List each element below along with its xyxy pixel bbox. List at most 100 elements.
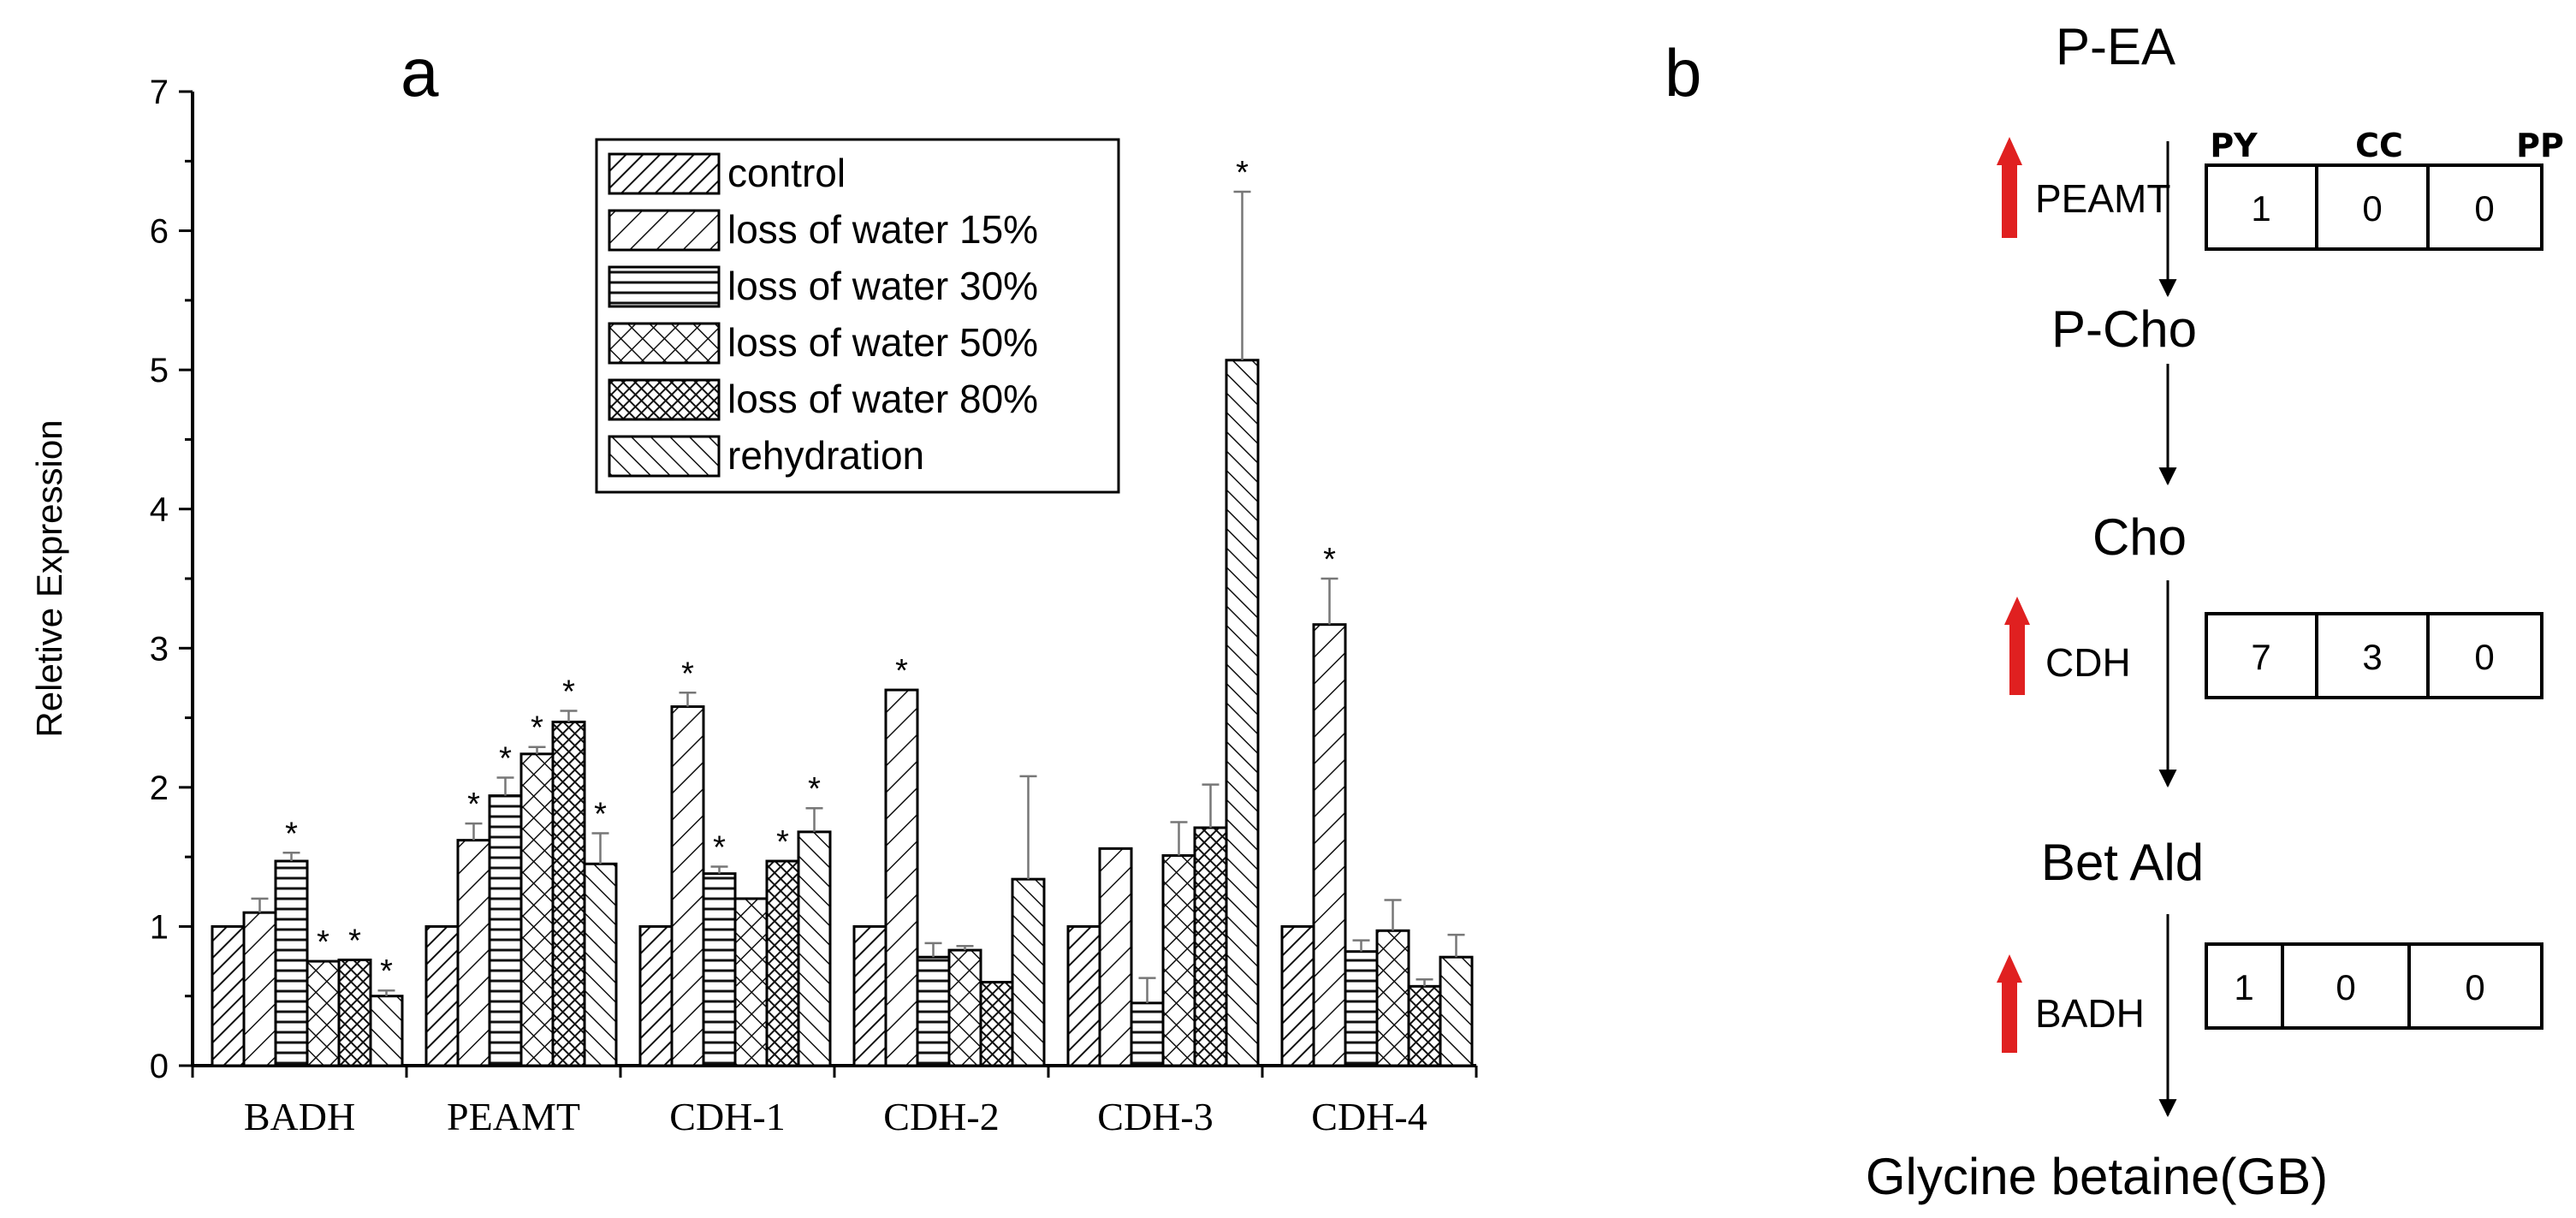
count-cc: 3 <box>2362 637 2382 677</box>
y-ticks: 0 1 2 3 4 5 6 7 <box>150 74 193 1085</box>
node-glycine-betaine: Glycine betaine(GB) <box>1866 1148 2328 1205</box>
bar <box>1098 847 1133 1067</box>
bar <box>797 830 832 1067</box>
bar <box>1193 826 1228 1067</box>
enzyme-row-peamt: PEAMT 1 0 0 <box>1997 137 2543 251</box>
upregulation-arrow-shaft <box>2009 625 2025 695</box>
significance-star: * <box>531 710 543 746</box>
upregulation-arrow-shaft <box>2002 983 2017 1053</box>
bar <box>1011 877 1046 1067</box>
node-p-cho: P-Cho <box>2051 300 2197 358</box>
significance-star: * <box>808 771 821 807</box>
bar <box>1375 929 1410 1067</box>
bar <box>1312 623 1347 1067</box>
bar <box>583 862 618 1067</box>
enzyme-label-badh: BADH <box>2035 991 2145 1036</box>
count-py: 1 <box>2234 967 2253 1007</box>
x-ticks: BADH PEAMT CDH-1 CDH-2 CDH-3 CDH-4 <box>191 1066 1478 1138</box>
legend-label: loss of water 80% <box>727 377 1038 421</box>
count-cc: 0 <box>2336 967 2355 1007</box>
upregulation-arrow-icon <box>2004 597 2030 625</box>
panel-label-a: a <box>401 34 439 110</box>
y-tick-label: 6 <box>150 213 169 251</box>
significance-star: * <box>1236 155 1249 191</box>
bar <box>852 924 887 1067</box>
legend-swatch <box>608 322 721 365</box>
legend-box <box>595 138 1120 494</box>
significance-star: * <box>681 656 694 692</box>
y-tick-label: 4 <box>150 491 169 529</box>
legend-label: control <box>727 151 846 195</box>
y-tick-label: 2 <box>150 769 169 807</box>
bar <box>1225 359 1260 1067</box>
bar <box>1066 924 1101 1067</box>
bar <box>733 897 769 1067</box>
bar <box>1407 984 1442 1067</box>
legend-label: loss of water 15% <box>727 207 1038 252</box>
significance-star: * <box>562 674 575 710</box>
y-tick-label: 7 <box>150 74 169 111</box>
legend: control loss of water 15% loss of water 30… <box>595 138 1120 494</box>
y-axis-label: Reletive Expression <box>29 419 69 737</box>
bar <box>424 924 460 1067</box>
bar <box>519 752 555 1067</box>
legend-label: loss of water 30% <box>727 264 1038 308</box>
y-tick-label: 0 <box>150 1048 169 1085</box>
significance-star: * <box>317 924 329 960</box>
bar <box>369 995 404 1067</box>
bar <box>1130 1001 1165 1067</box>
table-header-py: PY <box>2210 127 2258 164</box>
legend-swatch <box>608 152 721 195</box>
enzyme-label-cdh: CDH <box>2045 640 2131 685</box>
bar <box>979 980 1014 1067</box>
bar <box>306 960 341 1067</box>
y-tick-label: 1 <box>150 908 169 946</box>
node-p-ea: P-EA <box>2056 18 2175 75</box>
y-tick-label: 5 <box>150 352 169 389</box>
plot-area: 0 1 2 3 4 5 6 7 BADH PEAMT CDH-1 CDH-2 CDH-3 CDH-4 *… <box>150 74 1478 1138</box>
count-table-badh <box>2205 942 2543 1030</box>
significance-star: * <box>895 653 908 689</box>
significance-star: * <box>285 816 298 852</box>
x-tick-label: CDH-4 <box>1311 1095 1427 1138</box>
bar <box>456 839 491 1067</box>
bar <box>1439 955 1474 1067</box>
bar <box>765 859 800 1067</box>
count-pp: 0 <box>2474 637 2494 677</box>
x-tick-label: CDH-2 <box>883 1095 999 1138</box>
bar <box>947 948 982 1067</box>
significance-star: * <box>499 740 512 776</box>
enzyme-row-cdh: CDH 7 3 0 <box>2004 597 2543 699</box>
bar <box>702 872 737 1067</box>
significance-markers: * * * * * * * * * * * * * * * * <box>285 155 1336 989</box>
count-cc: 0 <box>2362 188 2382 229</box>
count-py: 1 <box>2251 188 2270 229</box>
y-tick-label: 3 <box>150 630 169 668</box>
bar <box>670 705 705 1067</box>
significance-star: * <box>467 787 480 823</box>
significance-star: * <box>348 923 361 959</box>
bar <box>1344 950 1379 1067</box>
bar <box>211 924 246 1067</box>
bar <box>638 924 674 1067</box>
bar <box>884 688 919 1067</box>
pathway-diagram: P-EA P-Cho Cho Bet Ald Glycine betaine(G… <box>1866 18 2564 1205</box>
x-tick-label: BADH <box>244 1095 355 1138</box>
legend-label: rehydration <box>727 433 924 478</box>
count-py: 7 <box>2251 637 2270 677</box>
bar <box>551 720 586 1067</box>
bar <box>488 794 523 1067</box>
significance-star: * <box>776 824 789 860</box>
bar <box>274 859 309 1067</box>
x-tick-label: CDH-1 <box>669 1095 785 1138</box>
panel-label-b: b <box>1665 35 1701 110</box>
legend-swatch <box>608 378 721 421</box>
significance-star: * <box>713 830 726 866</box>
enzyme-row-badh: BADH 1 0 0 <box>1997 942 2543 1053</box>
error-bars <box>251 190 1465 1003</box>
significance-star: * <box>1323 542 1336 578</box>
legend-swatch <box>608 209 721 252</box>
bar <box>337 958 372 1067</box>
count-pp: 0 <box>2474 188 2494 229</box>
